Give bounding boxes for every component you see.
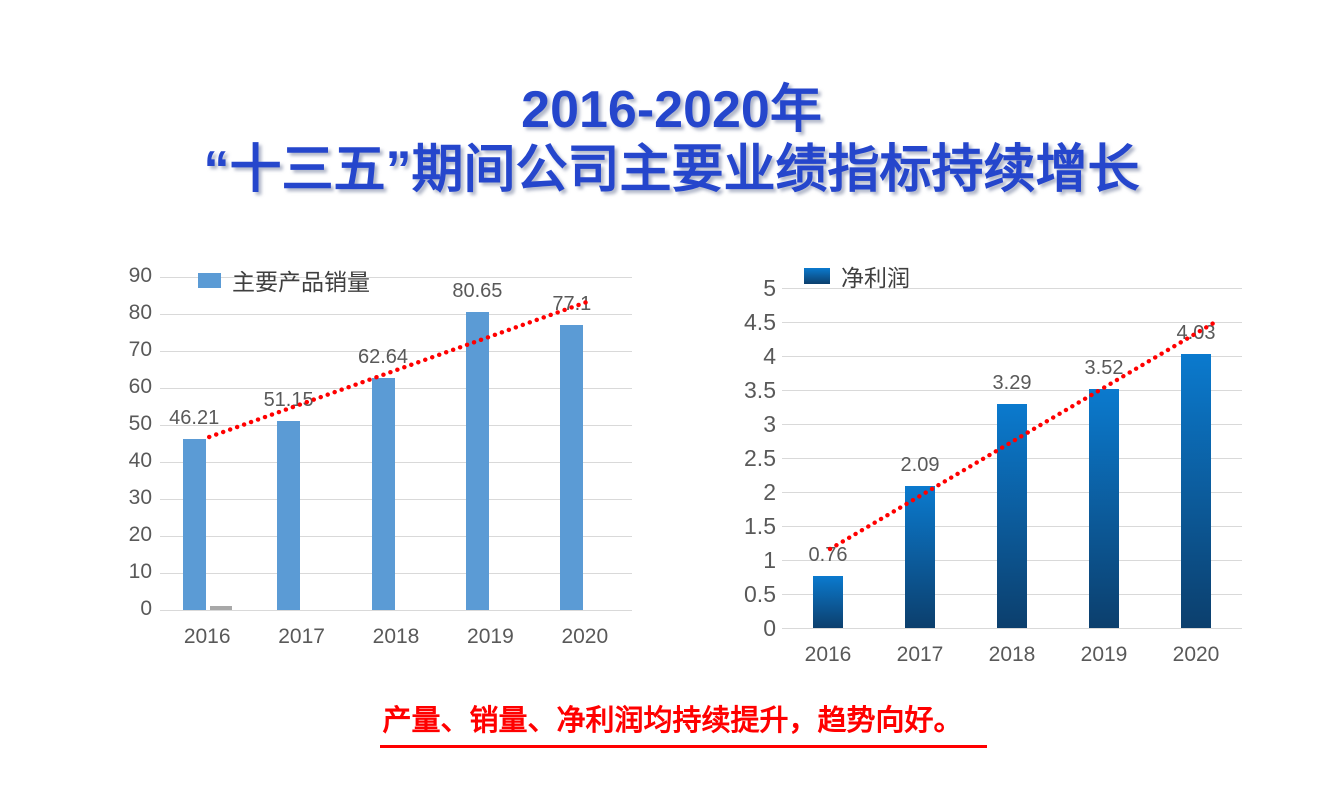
y-axis-tick-label: 0 [763, 615, 776, 641]
bar-sales-2016-secondary [210, 606, 233, 610]
bar-profit-2020 [1181, 354, 1211, 628]
x-axis-label-2020: 2020 [561, 625, 609, 648]
y-axis-tick-label: 1.5 [744, 513, 776, 539]
gridline [160, 462, 632, 463]
gridline [160, 277, 632, 278]
gridline [160, 573, 632, 574]
sales-volume-chart: 0 10 20 30 40 50 60 70 80 90 主要产品销量 2016 46.21 2017 51… [90, 255, 645, 667]
x-axis-label-2016: 2016 [804, 643, 852, 666]
data-label-sales-2019: 80.65 [452, 279, 503, 302]
y-axis-tick-label: 0 [140, 597, 152, 620]
y-axis-tick-label: 40 [128, 449, 152, 472]
bar-sales-2017 [277, 420, 301, 610]
y-axis-tick-label: 60 [128, 375, 152, 398]
page-title: 2016-2020年 “十三五”期间公司主要业绩指标持续增长 [0, 80, 1343, 200]
gridline [782, 288, 1242, 289]
legend-label: 主要产品销量 [232, 269, 370, 295]
y-axis-tick-label: 20 [128, 523, 152, 546]
bar-profit-2016 [813, 576, 843, 628]
net-profit-chart: 0 0.5 1 1.5 2 2.5 3 3.5 4 4.5 5 净利润 2016 0.76 2017 2.09… [740, 253, 1265, 677]
gridline [160, 610, 632, 611]
y-axis-tick-label: 3.5 [744, 377, 776, 403]
legend-profit: 净利润 [804, 259, 910, 293]
y-axis-tick-label: 2 [763, 479, 776, 505]
bar-sales-2020 [560, 324, 584, 610]
x-axis-label-2018: 2018 [372, 625, 420, 648]
bar-sales-2019 [465, 311, 489, 610]
legend-label: 净利润 [841, 265, 910, 291]
y-axis-tick-label: 1 [763, 547, 776, 573]
bar-profit-2019 [1089, 388, 1119, 628]
y-axis-tick-label: 4.5 [744, 309, 776, 335]
y-axis-tick-label: 3 [763, 411, 776, 437]
data-label-profit-2020: 4.03 [1176, 322, 1216, 344]
y-axis-tick-label: 5 [763, 275, 776, 301]
gridline [782, 356, 1242, 357]
y-axis-tick-label: 50 [128, 412, 152, 435]
y-axis-tick-label: 4 [763, 343, 776, 369]
data-label-profit-2017: 2.09 [900, 453, 940, 476]
y-axis-tick-label: 0.5 [744, 581, 776, 607]
title-line-2: “十三五”期间公司主要业绩指标持续增长 [203, 141, 1140, 199]
bar-sales-2018 [371, 378, 395, 610]
y-axis-tick-label: 70 [128, 338, 152, 361]
x-axis-label-2017: 2017 [278, 625, 325, 648]
bar-profit-2018 [997, 404, 1027, 628]
y-axis-tick-label: 2.5 [744, 445, 776, 471]
footer-note: 产量、销量、净利润均持续提升，趋势向好。 [0, 697, 1343, 748]
y-axis-tick-label: 10 [128, 560, 152, 583]
y-axis-tick-label: 90 [128, 264, 152, 287]
title-line-1: 2016-2020年 [521, 81, 822, 139]
x-axis-label-2016: 2016 [183, 625, 231, 648]
data-label-sales-2016: 46.21 [169, 407, 220, 429]
data-label-profit-2019: 3.52 [1084, 356, 1124, 379]
x-axis-label-2020: 2020 [1172, 643, 1220, 666]
data-label-sales-2017: 51.15 [263, 388, 314, 411]
bar-sales-2016 [182, 439, 206, 610]
legend-sales: 主要产品销量 [198, 263, 370, 297]
x-axis-label-2019: 2019 [1080, 643, 1128, 666]
y-axis-tick-label: 30 [128, 486, 152, 509]
x-axis-label-2018: 2018 [988, 643, 1036, 666]
data-label-sales-2018: 62.64 [357, 346, 409, 369]
footer-text: 产量、销量、净利润均持续提升，趋势向好。 [380, 697, 987, 748]
gridline [160, 499, 632, 500]
gridline [160, 536, 632, 537]
legend-swatch-icon [804, 268, 830, 284]
data-label-profit-2016: 0.76 [808, 544, 848, 567]
bar-profit-2017 [905, 485, 935, 628]
x-axis-label-2019: 2019 [467, 625, 514, 648]
legend-swatch-icon [198, 272, 221, 288]
gridline [782, 628, 1242, 629]
data-label-sales-2020: 77.1 [552, 292, 592, 315]
x-axis-label-2017: 2017 [896, 643, 944, 666]
y-axis-tick-label: 80 [128, 301, 152, 324]
